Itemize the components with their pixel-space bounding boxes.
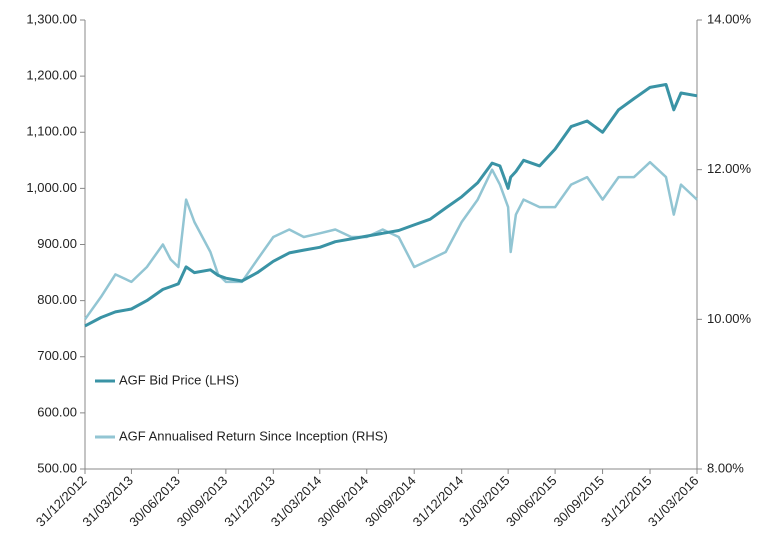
x-tick-label: 30/06/2013 — [126, 473, 183, 530]
x-tick-label: 30/09/2015 — [550, 473, 607, 530]
y-tick-label: 1,100.00 — [26, 124, 77, 139]
x-tick-label: 30/06/2015 — [503, 473, 560, 530]
y-tick-label: 700.00 — [37, 348, 77, 363]
y-tick-label: 1,000.00 — [26, 180, 77, 195]
y-tick-label: 900.00 — [37, 236, 77, 251]
y-tick-label: 1,300.00 — [26, 11, 77, 26]
x-tick-label: 30/09/2014 — [362, 473, 419, 530]
x-tick-label: 30/09/2013 — [174, 473, 231, 530]
y2-tick-label: 12.00% — [707, 161, 752, 176]
y-tick-label: 600.00 — [37, 404, 77, 419]
y-tick-label: 1,200.00 — [26, 68, 77, 83]
y2-tick-label: 8.00% — [707, 460, 744, 475]
series-line — [84, 83, 698, 328]
legend-label: AGF Bid Price (LHS) — [119, 372, 239, 387]
y2-tick-label: 14.00% — [707, 11, 752, 26]
y-tick-label: 800.00 — [37, 292, 77, 307]
y-tick-label: 500.00 — [37, 460, 77, 475]
x-tick-label: 30/06/2014 — [315, 473, 372, 530]
y2-tick-label: 10.00% — [707, 311, 752, 326]
series-line — [83, 160, 698, 321]
x-tick-label: 31/03/2016 — [645, 473, 702, 530]
legend-label: AGF Annualised Return Since Inception (R… — [119, 428, 388, 443]
